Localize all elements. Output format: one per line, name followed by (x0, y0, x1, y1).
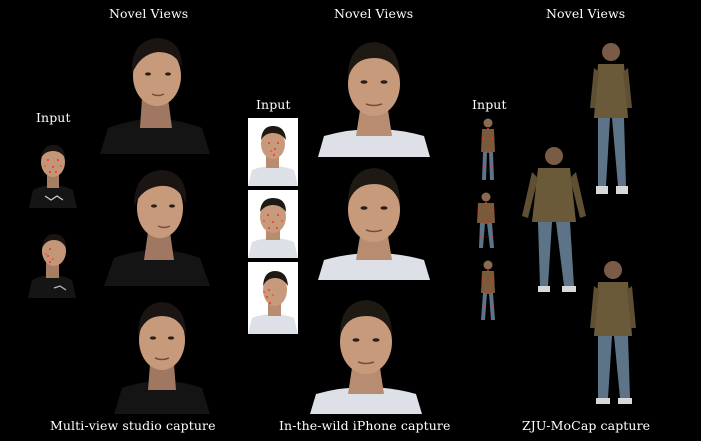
iphone-input-heading: Input (256, 97, 291, 112)
studio-input-image-1 (27, 134, 79, 208)
iphone-novel-views-heading: Novel Views (334, 6, 414, 21)
studio-novel-view-2 (104, 158, 210, 286)
zju-input-heading: Input (472, 97, 507, 112)
iphone-input-image-1 (248, 118, 298, 186)
iphone-input-image-2 (248, 190, 298, 258)
zju-input-figure-1 (476, 116, 500, 186)
zju-novel-view-2 (520, 140, 588, 296)
iphone-caption: In-the-wild iPhone capture (279, 418, 451, 433)
studio-novel-view-3 (114, 290, 210, 414)
zju-novel-view-1 (588, 36, 634, 202)
studio-input-image-2 (26, 224, 78, 298)
iphone-novel-view-1 (318, 30, 430, 157)
studio-caption: Multi-view studio capture (50, 418, 216, 433)
iphone-novel-view-3 (310, 290, 422, 414)
studio-input-heading: Input (36, 110, 71, 125)
studio-novel-views-heading: Novel Views (109, 6, 189, 21)
zju-novel-view-3 (588, 254, 638, 410)
zju-input-figure-3 (476, 258, 500, 324)
iphone-novel-view-2 (318, 160, 430, 280)
zju-novel-views-heading: Novel Views (546, 6, 626, 21)
zju-caption: ZJU-MoCap capture (522, 418, 651, 433)
zju-input-figure-2 (472, 190, 500, 252)
iphone-input-image-3 (248, 262, 298, 334)
studio-novel-view-1 (100, 24, 210, 154)
